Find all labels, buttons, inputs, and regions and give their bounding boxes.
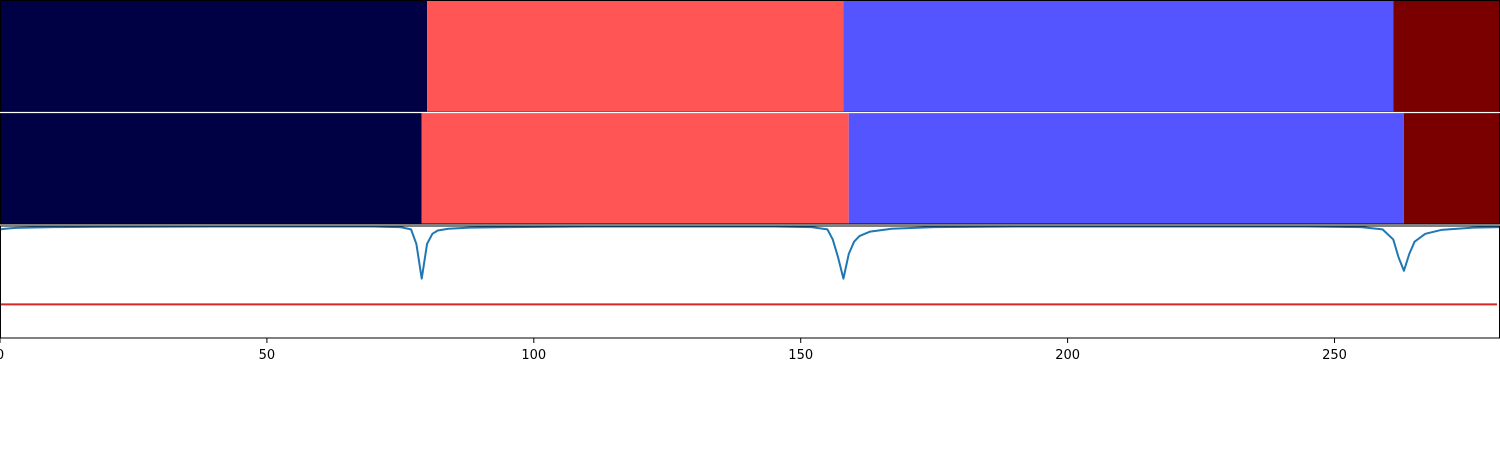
x-tick-label-0: 0 (0, 348, 4, 363)
segment-tracks (0, 0, 1500, 225)
x-tick-label-50: 50 (259, 348, 276, 363)
track-1-segment-1 (0, 1, 428, 112)
x-tick-label-200: 200 (1055, 348, 1080, 363)
signal-panel (0, 225, 1500, 339)
track-1-segment-4 (1393, 1, 1500, 112)
x-tick-label-250: 250 (1322, 348, 1347, 363)
signal-background (0, 226, 1500, 338)
track-1 (0, 0, 1500, 113)
track-2-segment-2 (421, 113, 849, 224)
track-2 (0, 112, 1500, 225)
x-tick-label-150: 150 (788, 348, 813, 363)
x-tick-label-100: 100 (521, 348, 546, 363)
track-2-segment-4 (1403, 113, 1500, 224)
x-axis: 0 50 100 150 200 250 (0, 338, 1347, 363)
track-2-segment-1 (0, 113, 422, 224)
track-2-segment-3 (848, 113, 1404, 224)
track-1-segment-2 (427, 1, 844, 112)
track-1-segment-3 (843, 1, 1394, 112)
